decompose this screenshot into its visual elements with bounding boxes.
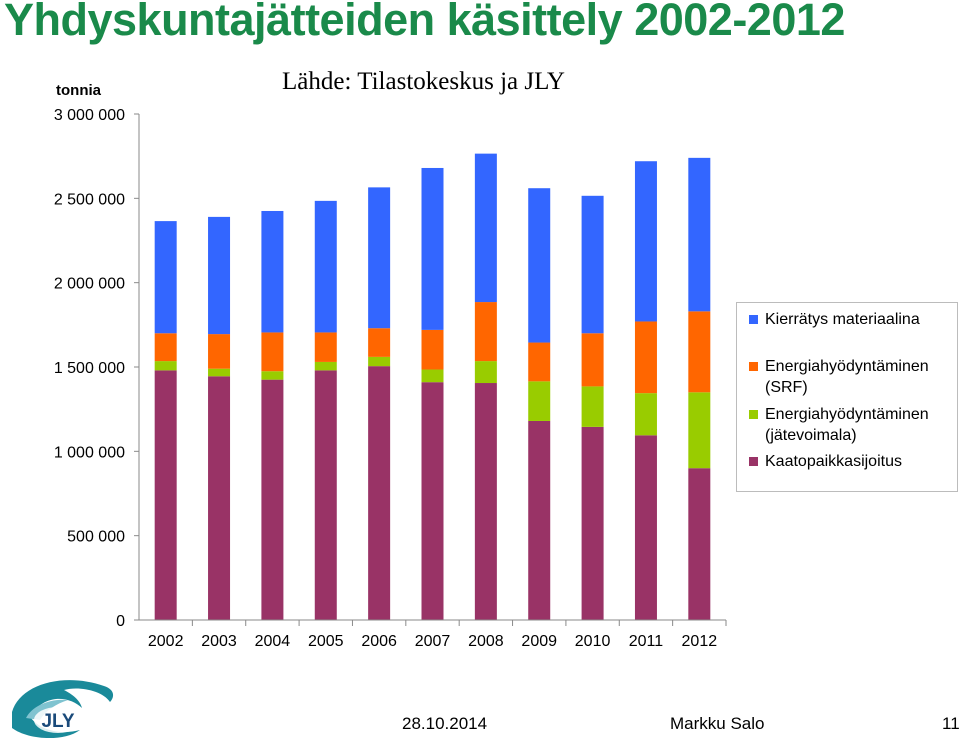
y-tick-label: 3 000 000 xyxy=(54,107,125,124)
bar-segment xyxy=(634,321,657,394)
x-tick-label: 2006 xyxy=(361,633,397,650)
x-tick-label: 2008 xyxy=(468,633,504,650)
bar-segment xyxy=(688,392,711,469)
bar-segment xyxy=(688,468,711,620)
x-tick-label: 2012 xyxy=(682,633,718,650)
bar-segment xyxy=(368,366,391,620)
bar-segment xyxy=(261,332,284,372)
bar-segment xyxy=(208,334,231,369)
bar-segment xyxy=(208,216,231,335)
x-tick-label: 2007 xyxy=(415,633,451,650)
bar-segment xyxy=(421,329,444,370)
bar-segment xyxy=(421,167,444,330)
legend-item: Kaatopaikkasijoitus xyxy=(749,451,960,472)
legend-label: Kaatopaikkasijoitus xyxy=(765,453,902,470)
bar-segment xyxy=(474,383,497,620)
source-note: Lähde: Tilastokeskus ja JLY xyxy=(282,68,565,95)
x-tick-label: 2003 xyxy=(201,633,237,650)
bar-segment xyxy=(314,200,337,333)
bar-segment xyxy=(314,332,337,362)
x-tick-label: 2002 xyxy=(148,633,184,650)
footer-author: Markku Salo xyxy=(670,714,765,733)
bar-segment xyxy=(261,371,284,380)
logo-badge-shape xyxy=(34,707,82,733)
bar-segment xyxy=(314,370,337,620)
bar-segment xyxy=(581,386,604,427)
x-tick-label: 2011 xyxy=(629,633,664,650)
legend-item: Kierrätys materiaalina xyxy=(749,309,960,330)
bar-segment xyxy=(634,435,657,620)
legend-label: Kierrätys materiaalina xyxy=(765,311,920,328)
bar-segment xyxy=(154,370,177,620)
bar-segment xyxy=(368,187,391,329)
bar-segment xyxy=(314,361,337,371)
slide-title: Yhdyskuntajätteiden käsittely 2002-2012 xyxy=(4,0,845,45)
bar-segment xyxy=(528,381,551,421)
bar-segment xyxy=(634,161,657,322)
logo-text: JLY xyxy=(41,711,74,732)
bar-segment xyxy=(581,426,604,620)
y-tick-label: 2 500 000 xyxy=(54,191,125,208)
y-axis-title: tonnia xyxy=(56,82,102,99)
bar-segment xyxy=(154,361,177,371)
x-tick-label: 2010 xyxy=(575,633,611,650)
x-tick-label: 2005 xyxy=(308,633,344,650)
chart-legend: Kierrätys materiaalina Energiahyödyntämi… xyxy=(736,302,958,492)
footer-page-number: 11 xyxy=(942,714,960,733)
bar-segment xyxy=(474,302,497,362)
footer-date: 28.10.2014 xyxy=(402,714,488,733)
bars-group xyxy=(154,153,711,620)
bar-segment xyxy=(154,333,177,362)
bar-segment xyxy=(421,382,444,620)
bar-segment xyxy=(528,188,551,343)
logo-dolphin-shape xyxy=(12,680,114,739)
y-axis: 0 500 000 1 000 000 1 500 000 2 000 000 2 500… xyxy=(54,107,140,630)
bar-segment xyxy=(474,153,497,303)
y-tick-label: 0 xyxy=(116,613,125,630)
bar-segment xyxy=(368,356,391,367)
legend-item: Energiahyödyntäminen (SRF) xyxy=(749,356,960,398)
bar-segment xyxy=(474,361,497,384)
y-tick-label: 500 000 xyxy=(67,529,125,546)
bar-segment xyxy=(208,376,231,620)
y-tick-label: 2 000 000 xyxy=(54,276,125,293)
bar-segment xyxy=(261,379,284,620)
legend-swatch xyxy=(749,362,758,371)
bar-segment xyxy=(688,311,711,393)
bar-segment xyxy=(634,393,657,436)
legend-label: Energiahyödyntäminen (SRF) xyxy=(765,358,929,396)
legend-swatch xyxy=(749,315,758,324)
legend-label: Energiahyödyntäminen (jätevoimala) xyxy=(765,406,929,444)
bar-segment xyxy=(208,368,231,377)
bar-segment xyxy=(261,210,284,333)
bar-segment xyxy=(154,221,177,334)
x-tick-label: 2009 xyxy=(521,633,557,650)
legend-item: Energiahyödyntäminen (jätevoimala) xyxy=(749,404,960,446)
x-tick-label: 2004 xyxy=(255,633,291,650)
bar-segment xyxy=(421,369,444,383)
jly-logo: JLY xyxy=(12,680,114,739)
bar-segment xyxy=(581,195,604,334)
legend-swatch xyxy=(749,457,758,466)
x-axis: 2002 2003 2004 2005 2006 2007 2008 2009 2010 2011… xyxy=(139,619,727,650)
y-tick-label: 1 000 000 xyxy=(54,444,125,461)
bar-segment xyxy=(581,333,604,387)
y-tick-label: 1 500 000 xyxy=(54,360,125,377)
bar-segment xyxy=(528,420,551,620)
bar-segment xyxy=(368,328,391,357)
legend-swatch xyxy=(749,410,758,419)
bar-segment xyxy=(688,157,711,312)
bar-segment xyxy=(528,342,551,382)
